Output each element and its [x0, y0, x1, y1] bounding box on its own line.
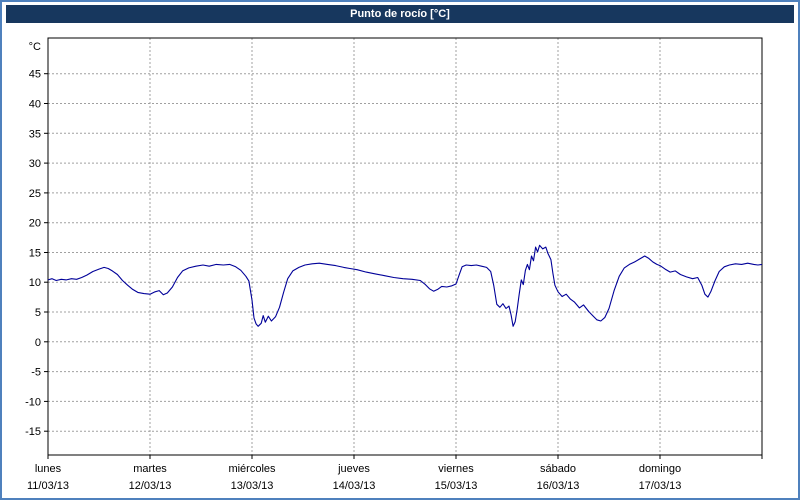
x-day-name-label: domingo — [639, 463, 681, 475]
y-tick-label: 20 — [29, 218, 41, 230]
x-day-date-label: 13/03/13 — [231, 480, 274, 492]
x-day-date-label: 16/03/13 — [537, 480, 580, 492]
x-day-date-label: 17/03/13 — [639, 480, 682, 492]
x-day-date-label: 11/03/13 — [27, 480, 69, 492]
x-day-date-label: 14/03/13 — [333, 480, 376, 492]
plot-border — [47, 37, 763, 456]
y-tick-label: 15 — [29, 247, 41, 259]
x-day-name-label: miércoles — [228, 463, 276, 475]
y-tick-label: -10 — [25, 396, 41, 408]
x-day-name-label: lunes — [35, 463, 62, 475]
series-line — [47, 244, 763, 327]
y-tick-label: 25 — [29, 188, 41, 200]
x-day-name-label: viernes — [438, 463, 474, 475]
y-tick-label: 10 — [29, 277, 41, 289]
x-day-date-label: 15/03/13 — [435, 480, 478, 492]
x-day-name-label: sábado — [540, 463, 576, 475]
y-tick-label: 45 — [29, 69, 41, 81]
x-day-name-label: martes — [133, 463, 167, 475]
y-tick-label: -15 — [25, 426, 41, 438]
y-tick-label: -5 — [31, 367, 41, 379]
x-day-date-label: 12/03/13 — [129, 480, 172, 492]
y-tick-label: 0 — [35, 337, 41, 349]
x-day-name-label: jueves — [337, 463, 370, 475]
y-tick-label: 30 — [29, 158, 41, 170]
y-axis-unit-label: °C — [29, 41, 41, 53]
y-tick-label: 5 — [35, 307, 41, 319]
chart-title: Punto de rocío [°C] — [350, 8, 450, 20]
y-tick-label: 40 — [29, 99, 41, 111]
chart-title-bar: Punto de rocío [°C] — [6, 5, 794, 23]
y-tick-label: 35 — [29, 128, 41, 140]
